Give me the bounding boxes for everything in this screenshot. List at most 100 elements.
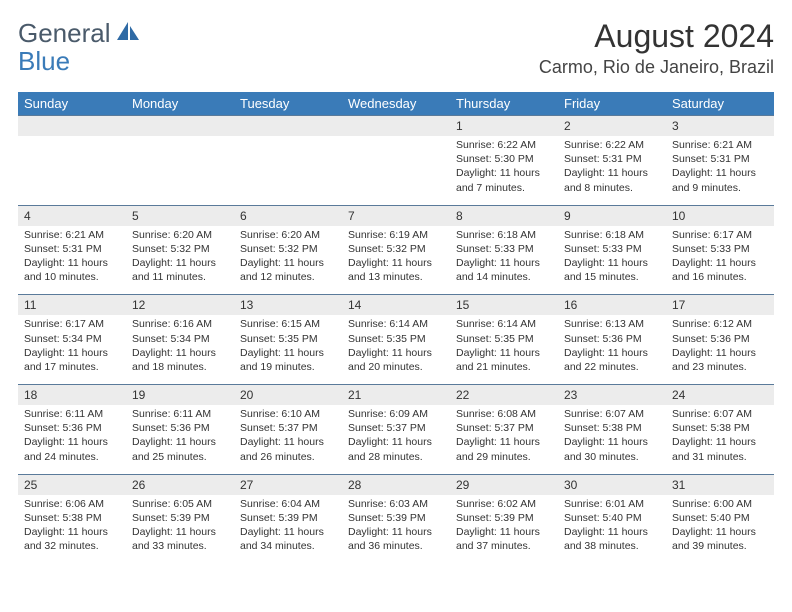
day-content: Sunrise: 6:18 AMSunset: 5:33 PMDaylight:… <box>450 226 558 295</box>
day-cell <box>18 116 126 206</box>
day-number <box>126 116 234 136</box>
day-header: Monday <box>126 92 234 116</box>
day-cell <box>234 116 342 206</box>
sunset-text: Sunset: 5:32 PM <box>348 242 444 256</box>
daylight-text: Daylight: 11 hours and 36 minutes. <box>348 525 444 553</box>
day-cell: 24Sunrise: 6:07 AMSunset: 5:38 PMDayligh… <box>666 385 774 475</box>
day-cell: 23Sunrise: 6:07 AMSunset: 5:38 PMDayligh… <box>558 385 666 475</box>
daylight-text: Daylight: 11 hours and 17 minutes. <box>24 346 120 374</box>
day-header: Thursday <box>450 92 558 116</box>
day-content <box>342 136 450 198</box>
day-cell <box>126 116 234 206</box>
day-cell: 27Sunrise: 6:04 AMSunset: 5:39 PMDayligh… <box>234 474 342 563</box>
daylight-text: Daylight: 11 hours and 8 minutes. <box>564 166 660 194</box>
day-content: Sunrise: 6:08 AMSunset: 5:37 PMDaylight:… <box>450 405 558 474</box>
sunset-text: Sunset: 5:38 PM <box>24 511 120 525</box>
sunrise-text: Sunrise: 6:08 AM <box>456 407 552 421</box>
day-content: Sunrise: 6:17 AMSunset: 5:34 PMDaylight:… <box>18 315 126 384</box>
sunrise-text: Sunrise: 6:11 AM <box>24 407 120 421</box>
daylight-text: Daylight: 11 hours and 15 minutes. <box>564 256 660 284</box>
logo-text-blue: Blue <box>18 46 70 76</box>
day-content: Sunrise: 6:22 AMSunset: 5:30 PMDaylight:… <box>450 136 558 205</box>
daylight-text: Daylight: 11 hours and 25 minutes. <box>132 435 228 463</box>
day-header: Tuesday <box>234 92 342 116</box>
day-cell: 22Sunrise: 6:08 AMSunset: 5:37 PMDayligh… <box>450 385 558 475</box>
daylight-text: Daylight: 11 hours and 39 minutes. <box>672 525 768 553</box>
day-number: 25 <box>18 475 126 495</box>
daylight-text: Daylight: 11 hours and 21 minutes. <box>456 346 552 374</box>
day-number: 12 <box>126 295 234 315</box>
daylight-text: Daylight: 11 hours and 13 minutes. <box>348 256 444 284</box>
day-content: Sunrise: 6:00 AMSunset: 5:40 PMDaylight:… <box>666 495 774 564</box>
daylight-text: Daylight: 11 hours and 9 minutes. <box>672 166 768 194</box>
sunset-text: Sunset: 5:36 PM <box>672 332 768 346</box>
sunrise-text: Sunrise: 6:00 AM <box>672 497 768 511</box>
sunrise-text: Sunrise: 6:18 AM <box>564 228 660 242</box>
sunrise-text: Sunrise: 6:14 AM <box>348 317 444 331</box>
day-number: 5 <box>126 206 234 226</box>
sunrise-text: Sunrise: 6:04 AM <box>240 497 336 511</box>
day-cell: 3Sunrise: 6:21 AMSunset: 5:31 PMDaylight… <box>666 116 774 206</box>
day-content: Sunrise: 6:21 AMSunset: 5:31 PMDaylight:… <box>666 136 774 205</box>
daylight-text: Daylight: 11 hours and 30 minutes. <box>564 435 660 463</box>
sunrise-text: Sunrise: 6:16 AM <box>132 317 228 331</box>
day-number: 8 <box>450 206 558 226</box>
sunrise-text: Sunrise: 6:10 AM <box>240 407 336 421</box>
week-row: 11Sunrise: 6:17 AMSunset: 5:34 PMDayligh… <box>18 295 774 385</box>
day-content: Sunrise: 6:15 AMSunset: 5:35 PMDaylight:… <box>234 315 342 384</box>
day-content: Sunrise: 6:03 AMSunset: 5:39 PMDaylight:… <box>342 495 450 564</box>
daylight-text: Daylight: 11 hours and 18 minutes. <box>132 346 228 374</box>
day-number: 16 <box>558 295 666 315</box>
sunset-text: Sunset: 5:35 PM <box>348 332 444 346</box>
day-number: 29 <box>450 475 558 495</box>
sunrise-text: Sunrise: 6:09 AM <box>348 407 444 421</box>
day-number: 27 <box>234 475 342 495</box>
day-number: 22 <box>450 385 558 405</box>
sunrise-text: Sunrise: 6:06 AM <box>24 497 120 511</box>
logo-sail-icon <box>115 20 141 47</box>
day-content: Sunrise: 6:19 AMSunset: 5:32 PMDaylight:… <box>342 226 450 295</box>
sunset-text: Sunset: 5:34 PM <box>24 332 120 346</box>
sunrise-text: Sunrise: 6:07 AM <box>672 407 768 421</box>
day-content: Sunrise: 6:05 AMSunset: 5:39 PMDaylight:… <box>126 495 234 564</box>
day-cell: 19Sunrise: 6:11 AMSunset: 5:36 PMDayligh… <box>126 385 234 475</box>
sunrise-text: Sunrise: 6:19 AM <box>348 228 444 242</box>
day-cell: 15Sunrise: 6:14 AMSunset: 5:35 PMDayligh… <box>450 295 558 385</box>
day-cell: 13Sunrise: 6:15 AMSunset: 5:35 PMDayligh… <box>234 295 342 385</box>
sunset-text: Sunset: 5:39 PM <box>456 511 552 525</box>
day-content: Sunrise: 6:20 AMSunset: 5:32 PMDaylight:… <box>234 226 342 295</box>
daylight-text: Daylight: 11 hours and 20 minutes. <box>348 346 444 374</box>
sunrise-text: Sunrise: 6:02 AM <box>456 497 552 511</box>
day-number: 6 <box>234 206 342 226</box>
day-content: Sunrise: 6:06 AMSunset: 5:38 PMDaylight:… <box>18 495 126 564</box>
sunset-text: Sunset: 5:32 PM <box>240 242 336 256</box>
daylight-text: Daylight: 11 hours and 23 minutes. <box>672 346 768 374</box>
day-content: Sunrise: 6:13 AMSunset: 5:36 PMDaylight:… <box>558 315 666 384</box>
title-block: August 2024 Carmo, Rio de Janeiro, Brazi… <box>539 18 774 78</box>
day-header: Saturday <box>666 92 774 116</box>
sunrise-text: Sunrise: 6:20 AM <box>240 228 336 242</box>
day-content: Sunrise: 6:07 AMSunset: 5:38 PMDaylight:… <box>666 405 774 474</box>
day-number: 28 <box>342 475 450 495</box>
day-cell: 17Sunrise: 6:12 AMSunset: 5:36 PMDayligh… <box>666 295 774 385</box>
day-number: 14 <box>342 295 450 315</box>
day-content: Sunrise: 6:17 AMSunset: 5:33 PMDaylight:… <box>666 226 774 295</box>
day-cell: 31Sunrise: 6:00 AMSunset: 5:40 PMDayligh… <box>666 474 774 563</box>
day-number: 26 <box>126 475 234 495</box>
day-content: Sunrise: 6:21 AMSunset: 5:31 PMDaylight:… <box>18 226 126 295</box>
daylight-text: Daylight: 11 hours and 19 minutes. <box>240 346 336 374</box>
sunset-text: Sunset: 5:31 PM <box>672 152 768 166</box>
day-number: 15 <box>450 295 558 315</box>
sunset-text: Sunset: 5:30 PM <box>456 152 552 166</box>
day-number: 4 <box>18 206 126 226</box>
sunrise-text: Sunrise: 6:14 AM <box>456 317 552 331</box>
day-cell: 8Sunrise: 6:18 AMSunset: 5:33 PMDaylight… <box>450 205 558 295</box>
sunrise-text: Sunrise: 6:22 AM <box>564 138 660 152</box>
daylight-text: Daylight: 11 hours and 16 minutes. <box>672 256 768 284</box>
day-number: 20 <box>234 385 342 405</box>
day-cell: 4Sunrise: 6:21 AMSunset: 5:31 PMDaylight… <box>18 205 126 295</box>
day-content: Sunrise: 6:01 AMSunset: 5:40 PMDaylight:… <box>558 495 666 564</box>
sunset-text: Sunset: 5:37 PM <box>240 421 336 435</box>
sunset-text: Sunset: 5:37 PM <box>456 421 552 435</box>
day-cell: 7Sunrise: 6:19 AMSunset: 5:32 PMDaylight… <box>342 205 450 295</box>
